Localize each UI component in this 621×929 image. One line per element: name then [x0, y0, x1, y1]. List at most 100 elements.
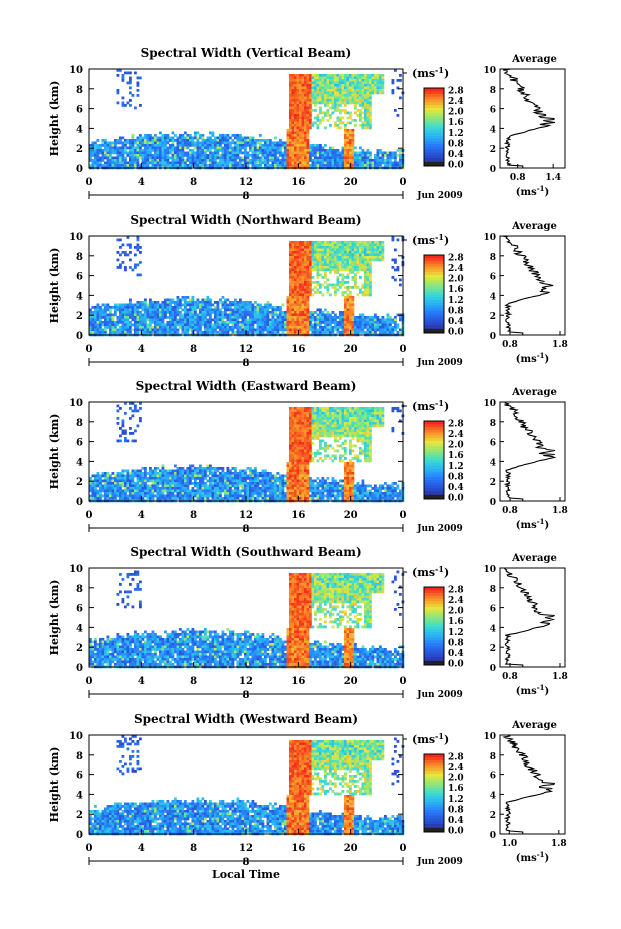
heatmap-cell — [226, 134, 230, 137]
heatmap-cell — [214, 161, 217, 165]
heatmap-cell — [301, 99, 305, 102]
heatmap-cell — [296, 161, 300, 165]
heatmap-cell — [291, 303, 295, 307]
heatmap-cell — [311, 248, 315, 252]
heatmap-cell — [361, 291, 365, 294]
heatmap-cell — [256, 323, 260, 327]
heatmap-cell — [296, 156, 300, 160]
heatmap-cell — [321, 251, 325, 254]
heatmap-cell — [139, 472, 142, 475]
heatmap-cell — [171, 164, 175, 167]
colorbar-swatch — [424, 291, 444, 295]
heatmap-cell — [376, 154, 380, 157]
heatmap-cell — [206, 154, 210, 157]
heatmap-cell — [306, 296, 310, 299]
heatmap-cell — [101, 313, 105, 317]
heatmap-cell — [129, 489, 132, 493]
heatmap-cell — [361, 104, 365, 107]
heatmap-cell — [101, 311, 105, 314]
heatmap-cell — [224, 134, 227, 137]
heatmap-cell — [249, 326, 252, 329]
heatmap-cell — [164, 301, 167, 304]
heatmap-cell — [286, 146, 290, 150]
colorbar-swatch — [424, 129, 444, 133]
heatmap-cell — [126, 487, 130, 490]
heatmap-cell — [266, 146, 270, 150]
heatmap-cell — [209, 331, 212, 334]
heatmap-cell — [299, 121, 302, 125]
heatmap-cell — [329, 76, 332, 80]
heatmap-cell — [151, 313, 155, 317]
heatmap-cell — [314, 328, 317, 332]
heatmap-cell — [356, 151, 360, 155]
heatmap-cell — [164, 156, 167, 160]
heatmap-cell — [226, 151, 230, 155]
heatmap-cell — [311, 246, 315, 249]
heatmap-cell — [176, 311, 180, 314]
heatmap-cell — [369, 99, 372, 102]
heatmap-cell — [359, 276, 362, 279]
heatmap-cell — [349, 248, 352, 252]
heatmap-cell — [161, 159, 165, 162]
heatmap-cell — [94, 479, 97, 483]
heatmap-cell — [289, 323, 292, 327]
heatmap-cell — [236, 301, 240, 304]
heatmap-cell — [216, 308, 220, 312]
heatmap-cell — [126, 313, 130, 317]
heatmap-cell — [101, 474, 105, 478]
heatmap-cell — [224, 151, 227, 155]
heatmap-cell — [129, 149, 132, 152]
heatmap-cell — [166, 164, 170, 167]
heatmap-cell — [91, 487, 95, 490]
heatmap-cell — [294, 129, 297, 132]
heatmap-cell — [134, 106, 137, 110]
heatmap-cell — [199, 313, 202, 317]
heatmap-cell — [369, 253, 372, 257]
heatmap-cell — [131, 472, 135, 475]
heatmap-cells — [89, 402, 405, 503]
heatmap-cell — [149, 321, 152, 324]
heatmap-cell — [174, 311, 177, 314]
heatmap-cell — [194, 156, 197, 160]
heatmap-cell — [161, 326, 165, 329]
heatmap-cell — [369, 74, 372, 77]
heatmap-cell — [234, 301, 237, 304]
heatmap-cell — [166, 149, 170, 152]
heatmap-cell — [294, 313, 297, 317]
heatmap-cell — [341, 278, 345, 282]
heatmap-cell — [286, 129, 290, 132]
heatmap-cell — [246, 161, 250, 165]
heatmap-cell — [326, 268, 330, 272]
heatmap-cell — [281, 159, 285, 162]
heatmap-cell — [286, 139, 290, 142]
heatmap-cell — [256, 321, 260, 324]
heatmap-cell — [154, 326, 157, 329]
heatmap-cell — [296, 146, 300, 150]
heatmap-cell — [176, 477, 180, 480]
heatmap-cell — [326, 266, 330, 269]
heatmap-cell — [334, 286, 337, 289]
heatmap-cell — [369, 161, 372, 165]
heatmap-cell — [391, 266, 395, 269]
heatmap-cell — [366, 268, 370, 272]
heatmap-cell — [366, 104, 370, 107]
heatmap-cell — [294, 318, 297, 322]
heatmap-cell — [234, 146, 237, 150]
heatmap-cell — [301, 161, 305, 165]
heatmap-cell — [144, 472, 147, 475]
heatmap-cell — [376, 84, 380, 87]
heatmap-cell — [166, 477, 170, 480]
heatmap-cell — [216, 318, 220, 322]
heatmap-cell — [181, 303, 185, 307]
heatmap-cell — [286, 131, 290, 135]
heatmap-cell — [344, 306, 347, 309]
heatmap-cell — [234, 326, 237, 329]
heatmap-cell — [294, 323, 297, 327]
heatmap-cell — [324, 99, 327, 102]
heatmap-cell — [289, 89, 292, 92]
heatmap-cell — [221, 134, 225, 137]
heatmap-cell — [304, 258, 307, 262]
heatmap-cell — [121, 144, 125, 147]
heatmap-cell — [129, 156, 132, 160]
heatmap-cell — [389, 156, 392, 160]
